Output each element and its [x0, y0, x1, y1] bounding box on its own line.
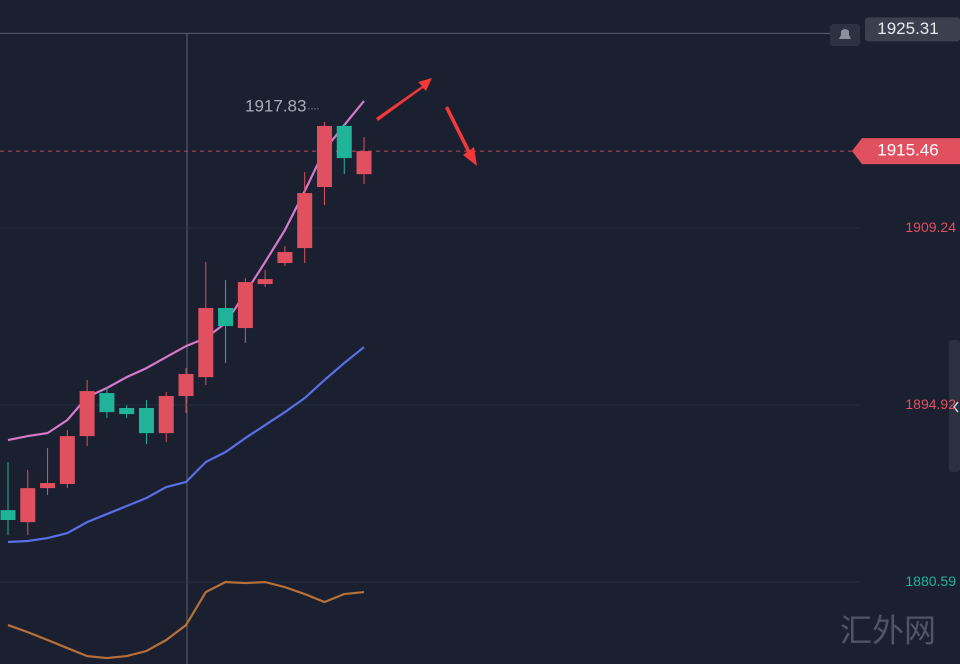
- candle-body: [20, 488, 36, 523]
- watermark: 汇外网: [840, 612, 936, 650]
- arrow-up: [376, 78, 432, 121]
- candle-body: [297, 193, 313, 249]
- plot: [0, 100, 372, 660]
- bell-icon: [839, 29, 851, 39]
- crosshair-price-box: [865, 17, 960, 42]
- y-tick-label: 1894.92: [905, 396, 956, 412]
- candle-body: [59, 436, 75, 485]
- y-tick-label: 1880.59: [905, 573, 956, 589]
- grid: [0, 32, 860, 583]
- ma-line: [7, 346, 365, 544]
- side-tab-chevron: [953, 401, 959, 413]
- candle-body: [158, 396, 174, 434]
- candle-body: [40, 483, 56, 489]
- candle-body: [257, 279, 273, 285]
- high-label: 1917.83: [245, 96, 306, 115]
- crosshair-price: 1925.31: [877, 19, 938, 38]
- ma-line: [7, 580, 365, 660]
- candle-body: [356, 151, 372, 175]
- candle-body: [198, 308, 214, 378]
- last-price-box: [852, 138, 960, 165]
- candle-body: [218, 308, 234, 327]
- candle-body: [0, 510, 16, 521]
- candle-body: [316, 125, 332, 188]
- candle-body: [178, 374, 194, 397]
- candle-body: [237, 282, 253, 329]
- y-tick-label: 1909.24: [905, 219, 956, 235]
- candle-body: [336, 125, 352, 159]
- candle-body: [138, 408, 154, 434]
- arrow-down: [445, 106, 477, 166]
- candle-body: [79, 391, 95, 437]
- last-price-label: 1915.46: [877, 141, 938, 160]
- candle-body: [99, 393, 115, 413]
- candle-body: [119, 408, 135, 415]
- candle-body: [277, 252, 293, 264]
